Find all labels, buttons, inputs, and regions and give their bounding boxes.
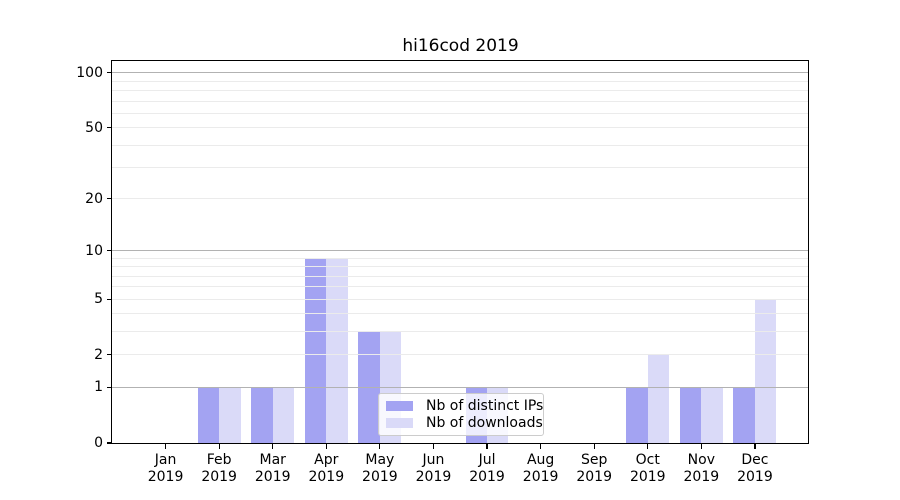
- legend-swatch-distinct-ips: [386, 401, 413, 412]
- bar-downloads-apr: [326, 258, 348, 443]
- minor-gridline-5: [112, 298, 809, 300]
- minor-gridline-80: [112, 90, 809, 91]
- y-tickmark-10: [107, 250, 112, 252]
- y-tick-label-1: 1: [94, 379, 103, 396]
- minor-gridline-7: [112, 275, 809, 277]
- x-tick-label-feb: Feb 2019: [201, 452, 237, 485]
- bar-downloads-mar: [272, 387, 295, 443]
- chart-title: hi16cod 2019: [402, 36, 519, 56]
- major-gridline-10: [112, 250, 809, 252]
- bar-distinct-ips-apr: [304, 258, 327, 443]
- minor-gridline-50: [112, 127, 809, 129]
- y-tickmark-50: [107, 127, 112, 129]
- x-tickmark-aug: [540, 444, 542, 449]
- bar-downloads-dec: [754, 299, 777, 443]
- y-tick-label-2: 2: [94, 346, 103, 363]
- y-tick-label-10: 10: [85, 242, 103, 259]
- x-tickmark-apr: [325, 444, 327, 449]
- legend-entry-distinct-ips: Nb of distinct IPs: [386, 398, 543, 414]
- x-tickmark-dec: [754, 444, 756, 449]
- minor-gridline-70: [112, 100, 809, 102]
- x-tickmark-jan: [164, 444, 167, 449]
- x-tickmark-feb: [218, 444, 220, 449]
- y-tickmark-5: [107, 298, 112, 300]
- minor-gridline-6: [112, 286, 809, 288]
- x-tickmark-jun: [432, 444, 435, 449]
- x-tick-label-aug: Aug 2019: [522, 452, 559, 485]
- legend-label-downloads: Nb of downloads: [426, 414, 543, 431]
- minor-gridline-3: [112, 331, 809, 333]
- y-tick-label-50: 50: [85, 119, 103, 136]
- legend-label-distinct-ips: Nb of distinct IPs: [426, 398, 544, 415]
- bar-downloads-nov: [701, 387, 723, 443]
- minor-gridline-9: [112, 257, 809, 259]
- y-tickmark-2: [107, 354, 112, 356]
- bar-distinct-ips-dec: [733, 387, 755, 443]
- x-tickmark-sep: [593, 444, 595, 449]
- minor-gridline-4: [112, 313, 809, 315]
- x-tick-label-jan: Jan 2019: [147, 452, 184, 485]
- x-tick-label-dec: Dec 2019: [737, 452, 773, 485]
- x-tick-label-mar: Mar 2019: [254, 452, 291, 485]
- y-tick-label-0: 0: [94, 435, 103, 451]
- x-tickmark-may: [379, 444, 381, 449]
- x-tickmark-mar: [272, 444, 274, 449]
- y-tick-label-5: 5: [94, 291, 103, 308]
- bar-distinct-ips-feb: [197, 387, 220, 443]
- y-tickmark-1: [107, 386, 112, 388]
- x-tickmark-jul: [486, 444, 488, 449]
- bar-downloads-feb: [219, 387, 241, 443]
- x-tick-label-sep: Sep 2019: [576, 452, 612, 485]
- minor-gridline-60: [112, 112, 809, 114]
- bar-downloads-oct: [647, 354, 670, 443]
- legend-swatch-downloads: [386, 417, 413, 428]
- y-tick-label-100: 100: [76, 64, 103, 81]
- x-tick-label-nov: Nov 2019: [683, 452, 720, 485]
- y-tickmark-0: [107, 442, 112, 444]
- x-tick-label-apr: Apr 2019: [308, 452, 345, 485]
- y-tick-label-20: 20: [85, 190, 103, 207]
- minor-gridline-20: [112, 198, 809, 200]
- x-tick-label-may: May 2019: [362, 452, 398, 485]
- x-tickmark-oct: [647, 444, 649, 449]
- x-tick-label-jul: Jul 2019: [469, 452, 505, 485]
- x-tick-label-oct: Oct 2019: [629, 452, 666, 485]
- minor-gridline-40: [112, 144, 809, 146]
- y-tickmark-20: [107, 198, 112, 200]
- x-tickmark-nov: [700, 444, 702, 449]
- bar-distinct-ips-oct: [626, 387, 648, 443]
- major-gridline-1: [112, 386, 809, 388]
- legend: Nb of distinct IPs Nb of downloads: [378, 393, 544, 436]
- y-tickmark-100: [107, 72, 112, 74]
- minor-gridline-2: [112, 354, 809, 356]
- legend-entry-downloads: Nb of downloads: [386, 415, 543, 431]
- minor-gridline-90: [112, 80, 809, 82]
- minor-gridline-8: [112, 266, 809, 268]
- x-tick-label-jun: Jun 2019: [415, 452, 452, 485]
- bar-distinct-ips-mar: [251, 387, 273, 443]
- major-gridline-100: [112, 72, 809, 74]
- minor-gridline-30: [112, 167, 809, 169]
- bar-distinct-ips-nov: [679, 387, 702, 443]
